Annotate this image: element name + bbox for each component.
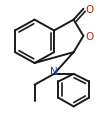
Text: O: O	[85, 5, 93, 15]
Text: N: N	[50, 67, 58, 76]
Text: O: O	[85, 32, 93, 41]
